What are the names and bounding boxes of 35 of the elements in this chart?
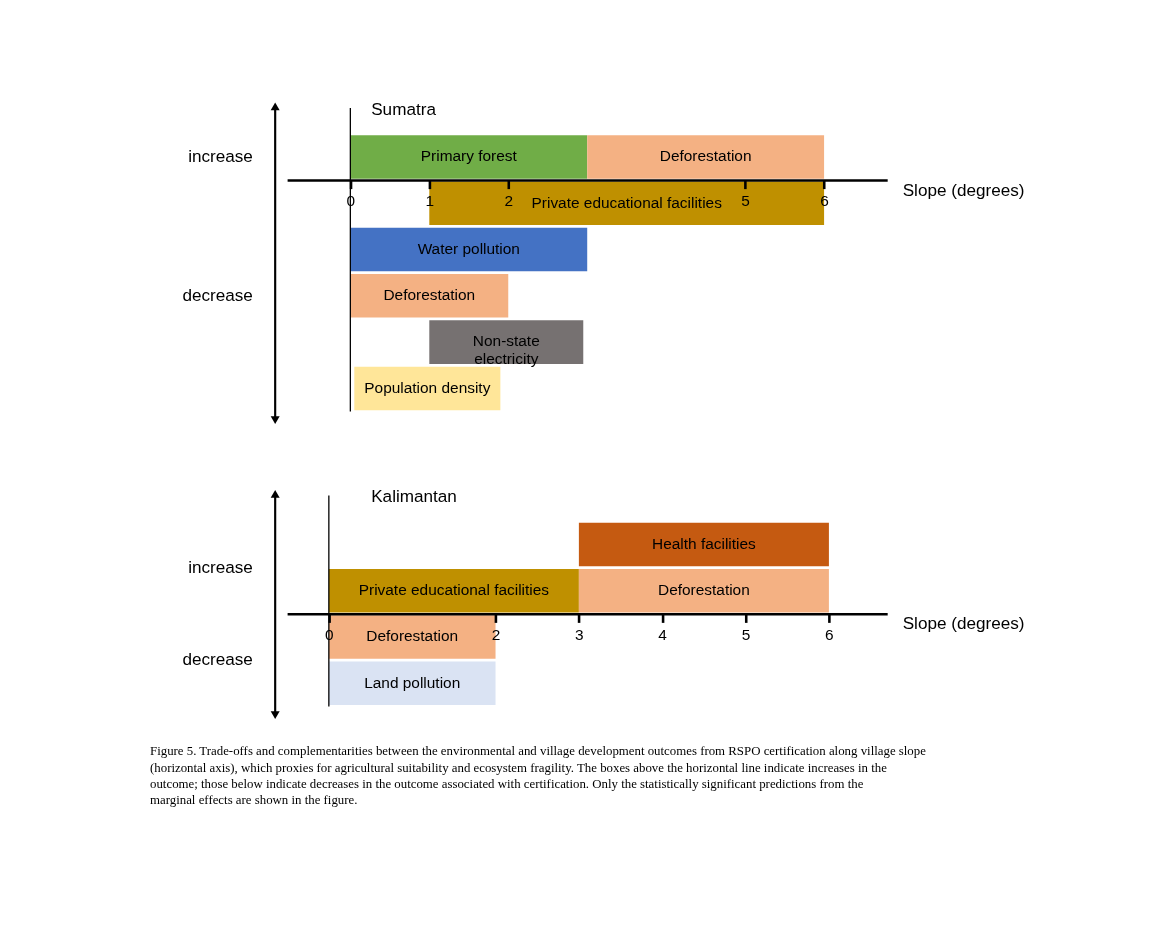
- bar: [328, 661, 496, 706]
- series-label: Health facilities: [652, 534, 757, 552]
- chart-title: Sumatra: [371, 98, 437, 119]
- series-label: Private educational facilities: [531, 193, 723, 211]
- bar: [350, 135, 588, 179]
- series-label: Water pollution: [417, 239, 520, 257]
- series-label: Population density: [364, 378, 491, 396]
- bar: [587, 135, 825, 179]
- text: increase: [188, 146, 253, 167]
- x-tick-label: 2: [504, 192, 513, 210]
- caption: Figure 5. Trade-offs and complementarities between the environmental and village development outcomes from RSPO certification along village slope (horizontal axis), which proxies for agricultural suitability and ecosystem fragility. The boxes above the horizontal line indicate increases in the outcome; those below indicate decreases in the outcome associated with certification. Only the statistically significant predictions from the marginal effects are shown in the figure.: [150, 744, 927, 808]
- x-tick-label: 6: [825, 626, 834, 644]
- bar: [350, 274, 509, 318]
- series-label: Primary forest: [420, 147, 518, 165]
- x-tick-label: 5: [741, 192, 750, 210]
- series-label: Deforestation: [659, 147, 752, 165]
- x-axis-title: Slope (degrees): [902, 613, 1025, 634]
- series-label: Non-state electricity: [472, 332, 540, 367]
- text: decrease: [182, 284, 253, 305]
- text: decrease: [182, 649, 253, 670]
- chart-title: Kalimantan: [371, 486, 457, 507]
- x-tick-label: 4: [658, 626, 668, 644]
- bar: [578, 568, 829, 613]
- x-tick-label: 3: [575, 626, 584, 644]
- x-tick-label: 2: [491, 626, 501, 644]
- text: Deforestation: [366, 627, 459, 645]
- x-tick-label: 5: [741, 626, 751, 644]
- bar: [350, 227, 588, 272]
- series-label: Land pollution: [364, 673, 461, 691]
- text: Deforestation: [383, 286, 476, 304]
- series-label: Private educational facilities: [358, 581, 550, 599]
- series-label: Deforestation: [658, 581, 750, 599]
- text: increase: [188, 556, 253, 577]
- x-axis-title: Slope (degrees): [902, 179, 1025, 200]
- bar: [578, 522, 829, 567]
